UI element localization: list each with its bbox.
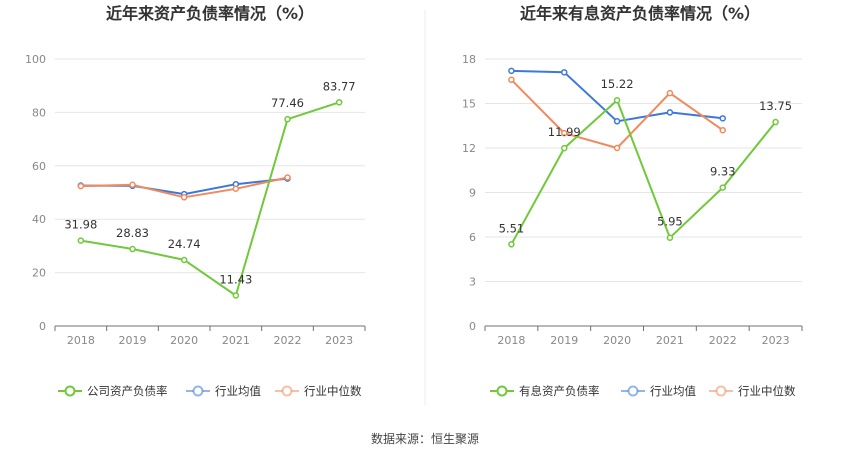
x-tick-label: 2023 <box>762 334 790 347</box>
series-line <box>510 99 777 245</box>
chart-debt-ratio: 近年来资产负债率情况（%） 0 20 40 60 80 100 2018 2019 2020 202… <box>25 4 366 398</box>
y-tick-label: 0 <box>469 320 476 333</box>
y-tick-label: 80 <box>32 106 46 119</box>
y-tick-label: 0 <box>39 320 46 333</box>
data-point <box>719 184 726 191</box>
data-label: 28.83 <box>116 226 149 240</box>
data-label: 11.43 <box>219 272 252 286</box>
data-point <box>232 292 240 299</box>
legend-marker <box>192 385 204 397</box>
data-label: 5.95 <box>657 215 683 229</box>
data-label: 9.33 <box>710 165 736 179</box>
data-point <box>129 245 136 253</box>
data-point <box>561 144 568 152</box>
x-tick-label: 2020 <box>603 334 631 347</box>
x-tick-label: 2023 <box>325 334 353 347</box>
series-line <box>80 101 340 297</box>
y-tick-label: 40 <box>32 213 46 226</box>
x-tick-label: 2021 <box>656 334 684 347</box>
data-point <box>719 126 726 134</box>
x-tick-label: 2019 <box>119 334 147 347</box>
legend-marker <box>715 385 727 397</box>
data-point <box>613 144 621 152</box>
x-tick-label: 2022 <box>274 334 302 347</box>
legend-label: 行业中位数 <box>738 384 796 398</box>
data-point <box>508 67 515 75</box>
legend-marker <box>627 385 639 397</box>
data-label: 11.99 <box>548 125 581 139</box>
y-tick-label: 60 <box>32 160 46 173</box>
data-point <box>180 194 188 201</box>
data-point <box>772 118 779 126</box>
data-point <box>508 241 515 248</box>
y-tick-label: 6 <box>469 231 476 244</box>
x-tick-label: 2022 <box>709 334 737 347</box>
legend-label: 有息资产负债率 <box>519 384 600 398</box>
chart-interest-bearing-debt-ratio: 近年来有息资产负债率情况（%） 0 3 6 9 12 15 18 2018 2019 2020 202… <box>462 4 803 398</box>
data-point <box>613 118 621 125</box>
data-source: 数据来源：恒生聚源 <box>371 431 479 446</box>
data-label: 77.46 <box>271 96 304 110</box>
data-point <box>77 237 85 244</box>
data-point <box>508 76 515 84</box>
x-tick-label: 2020 <box>170 334 198 347</box>
legend-label: 行业中位数 <box>304 384 362 398</box>
x-tick-label: 2018 <box>67 334 95 347</box>
y-tick-label: 100 <box>25 53 46 66</box>
data-point <box>666 89 674 97</box>
y-tick-label: 12 <box>462 142 476 155</box>
data-point <box>129 181 136 189</box>
data-label: 5.51 <box>499 221 525 235</box>
x-tick-label: 2019 <box>550 334 578 347</box>
data-point <box>613 96 621 104</box>
x-tick-label: 2021 <box>222 334 250 347</box>
data-point <box>232 185 240 193</box>
data-point <box>335 99 343 106</box>
chart-title: 近年来资产负债率情况（%） <box>106 4 314 23</box>
data-point <box>284 174 291 181</box>
y-tick-label: 20 <box>32 267 46 280</box>
data-point <box>719 115 726 122</box>
legend-marker <box>281 385 293 397</box>
legend-label: 公司资产负债率 <box>87 384 168 398</box>
x-tick-label: 2018 <box>497 334 525 347</box>
data-point <box>666 109 674 116</box>
legend-label: 行业均值 <box>650 384 696 398</box>
legend-label: 行业均值 <box>215 384 261 398</box>
data-label: 24.74 <box>168 237 201 251</box>
data-point <box>284 115 291 123</box>
legend-marker <box>64 385 76 397</box>
data-point <box>561 69 568 76</box>
data-label: 15.22 <box>601 77 634 91</box>
data-point <box>77 182 85 190</box>
data-label: 31.98 <box>64 218 97 232</box>
data-point <box>561 129 568 137</box>
y-tick-label: 3 <box>469 276 476 289</box>
data-point <box>180 256 188 264</box>
y-tick-label: 18 <box>462 53 476 66</box>
data-label: 13.75 <box>759 99 792 113</box>
legend-marker <box>496 385 508 397</box>
y-tick-label: 9 <box>469 187 476 200</box>
chart-title: 近年来有息资产负债率情况（%） <box>520 4 760 23</box>
data-label: 83.77 <box>323 79 356 93</box>
y-tick-label: 15 <box>462 98 476 111</box>
data-point <box>666 234 674 241</box>
